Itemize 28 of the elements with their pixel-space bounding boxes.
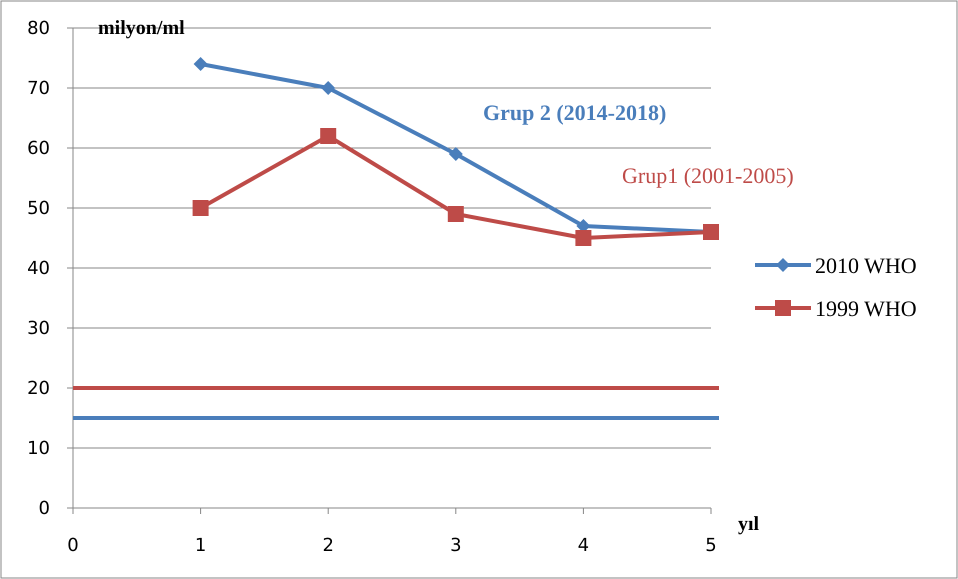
y-axis-title: milyon/ml bbox=[98, 17, 186, 39]
point bbox=[320, 128, 336, 144]
x-tick-label: 2 bbox=[322, 535, 334, 556]
y-tick-label: 30 bbox=[27, 318, 50, 339]
point bbox=[321, 81, 336, 95]
y-tick-label: 40 bbox=[27, 258, 50, 279]
point bbox=[448, 206, 464, 222]
y-tick-label: 60 bbox=[27, 138, 50, 159]
y-tick-label: 0 bbox=[38, 498, 50, 519]
y-tick-label: 10 bbox=[27, 438, 50, 459]
y-tick-label: 50 bbox=[27, 198, 50, 219]
annotation: Grup1 (2001-2005) bbox=[622, 163, 794, 188]
point bbox=[448, 147, 463, 161]
point bbox=[194, 57, 208, 71]
x-tick-label: 0 bbox=[67, 535, 79, 556]
y-tick-label: 70 bbox=[27, 78, 50, 99]
x-tick-label: 4 bbox=[578, 535, 590, 556]
x-tick-label: 5 bbox=[705, 535, 717, 556]
x-axis-title: yıl bbox=[738, 513, 760, 535]
y-tick-label: 20 bbox=[27, 378, 50, 399]
y-tick-label: 80 bbox=[27, 18, 50, 39]
x-tick-label: 3 bbox=[450, 535, 462, 556]
point bbox=[575, 230, 592, 246]
legend-label: 1999 WHO bbox=[815, 296, 917, 321]
annotation: Grup 2 (2014-2018) bbox=[483, 100, 666, 125]
x-tick-label: 1 bbox=[194, 535, 206, 556]
point bbox=[192, 200, 209, 216]
legend-label: 2010 WHO bbox=[815, 253, 917, 278]
